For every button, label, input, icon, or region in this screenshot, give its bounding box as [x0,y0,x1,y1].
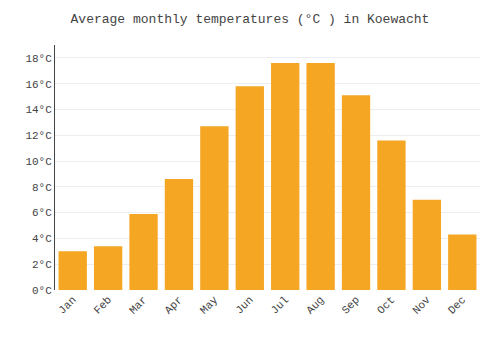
svg-text:18°C: 18°C [25,53,52,65]
svg-text:4°C: 4°C [32,233,52,245]
svg-text:Jan: Jan [56,294,78,316]
svg-text:8°C: 8°C [32,182,52,194]
svg-text:Sep: Sep [340,294,362,316]
svg-text:Oct: Oct [375,294,397,316]
svg-text:12°C: 12°C [25,130,52,142]
svg-text:May: May [198,294,221,317]
svg-text:Jul: Jul [269,294,291,316]
svg-text:0°C: 0°C [32,285,52,297]
svg-text:Mar: Mar [127,294,149,316]
svg-text:14°C: 14°C [25,104,52,116]
svg-text:Nov: Nov [410,294,433,317]
svg-text:Apr: Apr [162,294,184,316]
svg-text:16°C: 16°C [25,79,52,91]
svg-text:6°C: 6°C [32,207,52,219]
svg-text:Feb: Feb [92,294,114,316]
svg-text:Aug: Aug [304,294,326,316]
svg-text:Jun: Jun [233,294,255,316]
svg-text:2°C: 2°C [32,259,52,271]
svg-text:Average monthly temperatures (: Average monthly temperatures (°C ) in Ko… [71,12,430,27]
svg-text:10°C: 10°C [25,156,52,168]
svg-text:Dec: Dec [446,294,468,316]
